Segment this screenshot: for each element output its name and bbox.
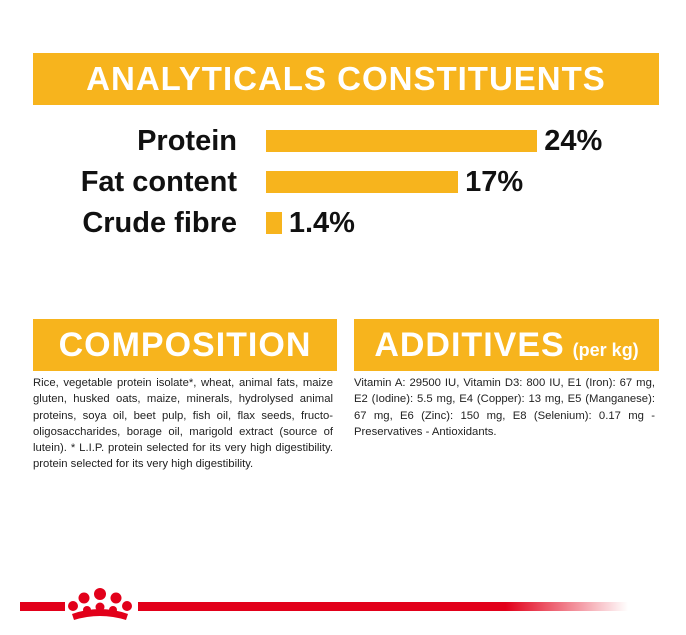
bar (266, 212, 282, 234)
crown (68, 588, 132, 620)
footer-logo (20, 588, 628, 620)
additives-subtitle: (per kg) (572, 339, 639, 360)
category-label: Fat content (80, 166, 237, 198)
composition-text: Rice, vegetable protein isolate*, wheat,… (33, 377, 333, 471)
value-label: 17% (465, 166, 524, 198)
analytics-header: ANALYTICALS CONSTITUENTS (33, 53, 659, 105)
bar (266, 130, 538, 152)
composition-header: COMPOSITION (33, 319, 337, 371)
additives-text: Vitamin A: 29500 IU, Vitamin D3: 800 IU,… (354, 377, 655, 438)
additives-header: ADDITIVES (per kg) (354, 319, 659, 371)
bar (266, 171, 459, 193)
footer-line-right (138, 602, 628, 611)
additives-title: ADDITIVES (374, 325, 565, 364)
composition-title: COMPOSITION (58, 325, 312, 364)
analytics-title: ANALYTICALS CONSTITUENTS (86, 60, 606, 97)
category-label: Crude fibre (82, 207, 237, 239)
category-label: Protein (137, 125, 237, 157)
value-label: 1.4% (288, 207, 355, 239)
value-label: 24% (544, 125, 603, 157)
footer-line-left (20, 602, 65, 611)
